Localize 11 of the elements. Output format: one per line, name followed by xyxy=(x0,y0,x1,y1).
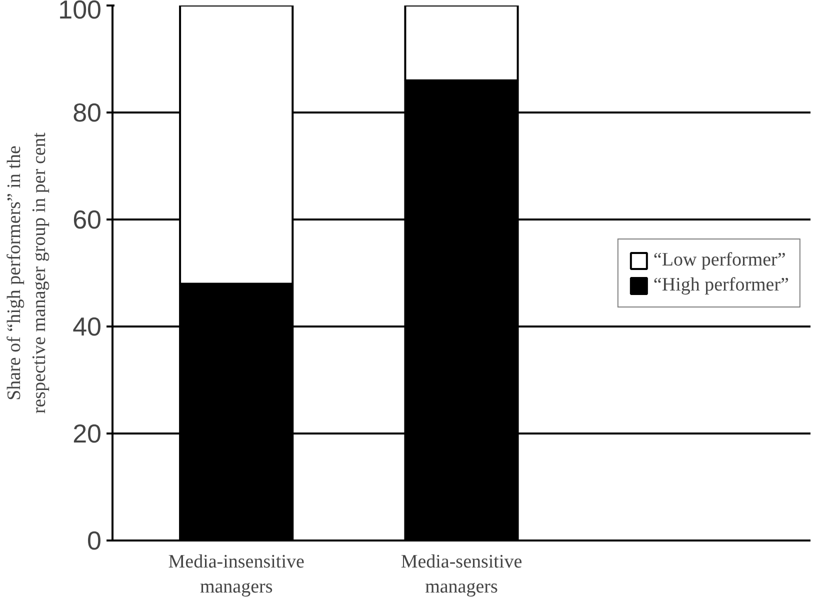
legend-label: “Low performer” xyxy=(653,249,786,271)
y-tick-label: 100 xyxy=(58,0,102,24)
legend-label: “High performer” xyxy=(653,274,789,296)
y-tick-label: 0 xyxy=(87,526,102,556)
y-tick-label: 60 xyxy=(72,204,102,234)
y-tick-label: 40 xyxy=(72,312,102,342)
x-tick-label: Media-sensitive managers xyxy=(400,552,522,598)
y-tick-label: 80 xyxy=(72,98,102,128)
y-axis-title: Share of “high performers” in the respective manager group in per cent xyxy=(4,132,50,414)
x-tick-label: Media-insensitive managers xyxy=(168,552,304,598)
y-tick-label: 20 xyxy=(72,418,102,448)
